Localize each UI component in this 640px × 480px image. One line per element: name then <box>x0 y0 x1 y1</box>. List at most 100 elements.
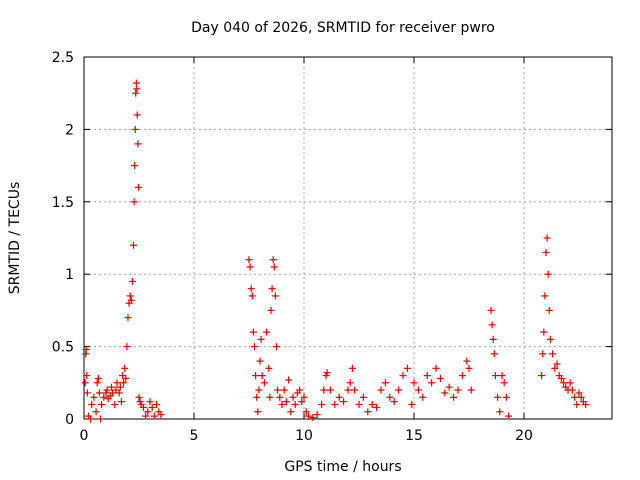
data-point <box>127 296 135 304</box>
data-point <box>381 379 389 387</box>
data-point <box>120 379 128 387</box>
plot-frame <box>83 56 613 420</box>
data-point <box>496 408 504 416</box>
data-point <box>111 401 119 409</box>
data-point <box>318 401 326 409</box>
data-point <box>270 263 278 271</box>
data-point <box>399 372 407 380</box>
data-point <box>253 393 261 401</box>
data-point <box>249 328 257 336</box>
y-tick-label: 1 <box>65 267 74 283</box>
data-point <box>490 350 498 358</box>
data-point <box>134 140 142 148</box>
data-point <box>130 198 138 206</box>
data-point <box>296 386 304 394</box>
data-point <box>103 386 111 394</box>
data-point <box>395 386 403 394</box>
data-point <box>540 328 548 336</box>
data-point <box>131 125 139 133</box>
data-point <box>81 379 89 387</box>
data-point <box>359 393 367 401</box>
data-point <box>494 393 502 401</box>
data-point <box>131 162 139 170</box>
data-point <box>148 403 156 411</box>
data-point <box>549 350 557 358</box>
data-point <box>269 256 277 264</box>
data-point <box>116 383 124 391</box>
data-point <box>331 401 339 409</box>
data-point <box>320 386 328 394</box>
data-point <box>465 364 473 372</box>
data-point <box>135 183 143 191</box>
data-point <box>355 401 363 409</box>
x-tick-label: 10 <box>295 428 313 444</box>
data-point <box>410 379 418 387</box>
data-point <box>124 314 132 322</box>
data-point <box>573 401 581 409</box>
data-point <box>139 403 147 411</box>
data-point <box>274 386 282 394</box>
data-point <box>436 374 444 382</box>
x-tick-label: 15 <box>405 428 423 444</box>
data-point <box>498 372 506 380</box>
data-point <box>445 383 453 391</box>
data-point <box>113 379 121 387</box>
data-point <box>348 364 356 372</box>
data-point <box>123 343 131 351</box>
data-point <box>278 401 286 409</box>
data-point <box>373 403 381 411</box>
data-point <box>408 401 416 409</box>
data-point <box>344 386 352 394</box>
data-point <box>351 386 359 394</box>
data-point <box>346 379 354 387</box>
data-point <box>88 401 96 409</box>
data-point <box>100 393 108 401</box>
data-point <box>544 270 552 278</box>
data-point <box>450 393 458 401</box>
data-point <box>132 89 140 97</box>
data-point <box>566 379 574 387</box>
data-point <box>260 379 268 387</box>
data-point <box>543 234 551 242</box>
y-axis-label: SRMTID / TECUs <box>7 182 23 295</box>
y-tick-label: 0 <box>65 412 74 428</box>
data-point <box>302 408 310 416</box>
data-point <box>368 401 376 409</box>
data-point <box>246 263 254 271</box>
data-point <box>487 306 495 314</box>
data-point <box>441 389 449 397</box>
data-point <box>268 285 276 293</box>
data-point <box>93 379 101 387</box>
data-point <box>545 306 553 314</box>
data-point <box>414 386 422 394</box>
data-point <box>432 364 440 372</box>
x-tick-label: 0 <box>80 428 89 444</box>
data-point <box>335 393 343 401</box>
data-point <box>255 386 263 394</box>
data-point <box>491 372 499 380</box>
data-point <box>247 285 255 293</box>
data-point <box>577 393 585 401</box>
data-point <box>489 335 497 343</box>
data-point <box>390 398 398 406</box>
data-point <box>94 374 102 382</box>
data-point <box>568 386 576 394</box>
data-point <box>505 412 513 420</box>
data-point <box>541 292 549 300</box>
data-point <box>502 393 510 401</box>
data-point <box>313 411 321 419</box>
x-axis-label: GPS time / hours <box>284 459 401 475</box>
data-point <box>122 374 130 382</box>
data-point <box>364 408 372 416</box>
data-point <box>128 277 136 285</box>
data-point <box>323 369 331 377</box>
axis-ticks: 0 5 10 15 20 0 0.5 1 1.5 2 2.5 <box>52 50 612 444</box>
data-point <box>546 335 554 343</box>
data-point <box>289 393 297 401</box>
data-point <box>256 357 264 365</box>
data-point <box>257 335 265 343</box>
data-point <box>252 372 260 380</box>
data-point <box>245 256 253 264</box>
data-point <box>538 372 546 380</box>
